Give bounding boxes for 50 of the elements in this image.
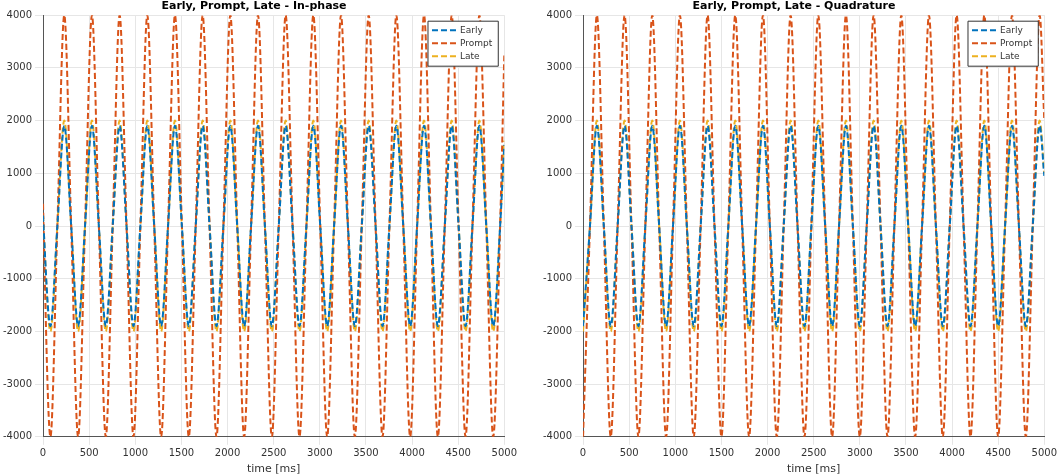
y-tick-label: 0 — [565, 219, 573, 231]
x-tick-label: 2500 — [800, 447, 827, 459]
legend-label: Prompt — [999, 37, 1033, 48]
legend-label: Late — [459, 50, 481, 61]
x-tick-label: 5000 — [1031, 447, 1057, 459]
x-tick-label: 4000 — [939, 447, 965, 459]
x-tick-label: 2000 — [754, 447, 781, 459]
y-tick-label: 3000 — [6, 61, 33, 73]
y-tick-label: 1000 — [6, 166, 33, 178]
y-tick-label: 3000 — [546, 61, 573, 73]
y-tick-label: -3000 — [543, 377, 573, 389]
x-tick-label: 2500 — [260, 447, 287, 459]
y-tick-label: -2000 — [543, 324, 573, 336]
y-tick-label: 4000 — [546, 8, 573, 20]
y-tick-label: -1000 — [3, 272, 33, 284]
x-tick-label: 0 — [579, 447, 587, 459]
legend-label: Early — [459, 24, 484, 35]
x-tick-label: 1500 — [168, 447, 195, 459]
x-tick-label: 1500 — [708, 447, 735, 459]
x-tick-label: 4000 — [399, 447, 425, 459]
x-axis-title: time [ms] — [246, 462, 301, 476]
x-tick-label: 5000 — [491, 447, 517, 459]
x-tick-label: 500 — [619, 447, 639, 459]
y-tick-label: -2000 — [3, 324, 33, 336]
legend-label: Early — [999, 24, 1024, 35]
x-tick-label: 4500 — [985, 447, 1011, 459]
y-tick-label: -4000 — [3, 430, 33, 442]
x-tick-label: 3000 — [307, 447, 333, 459]
x-tick-label: 3500 — [353, 447, 379, 459]
legend-label: Prompt — [459, 37, 493, 48]
x-tick-label: 1000 — [662, 447, 689, 459]
y-tick-label: 1000 — [546, 166, 573, 178]
x-tick-label: 1000 — [122, 447, 149, 459]
y-tick-label: -1000 — [543, 272, 573, 284]
y-tick-label: 2000 — [6, 114, 33, 126]
x-tick-label: 4500 — [445, 447, 471, 459]
legend-label: Late — [999, 50, 1021, 61]
y-tick-label: 0 — [25, 219, 33, 231]
x-tick-label: 0 — [39, 447, 47, 459]
y-tick-label: -3000 — [3, 377, 33, 389]
x-tick-label: 3500 — [893, 447, 919, 459]
x-tick-label: 3000 — [847, 447, 873, 459]
y-tick-label: -4000 — [543, 430, 573, 442]
x-tick-label: 500 — [79, 447, 99, 459]
chart-title: Early, Prompt, Late - Quadrature — [692, 0, 896, 13]
x-tick-label: 2000 — [214, 447, 241, 459]
y-tick-label: 2000 — [546, 114, 573, 126]
chart-title: Early, Prompt, Late - In-phase — [161, 0, 347, 13]
y-tick-label: 4000 — [6, 8, 33, 20]
x-axis-title: time [ms] — [786, 462, 841, 476]
